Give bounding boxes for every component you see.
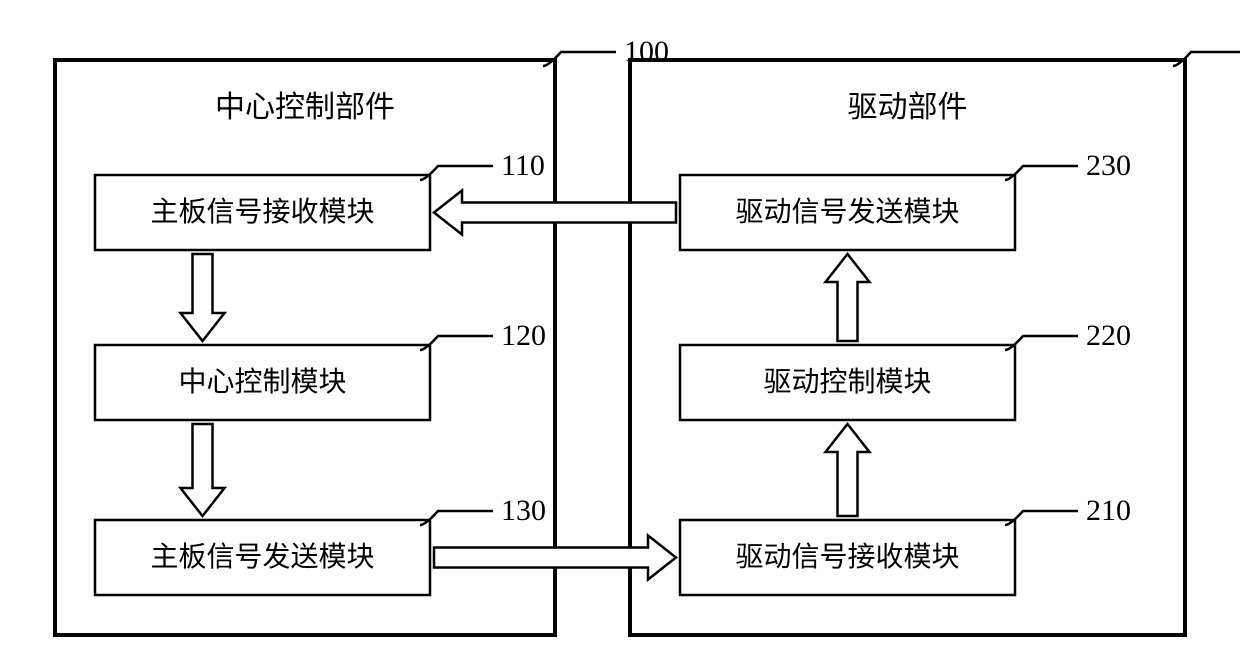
arrow-v-2	[826, 424, 870, 516]
module-m220-label: 220	[1086, 319, 1131, 352]
module-m110-text: 主板信号接收模块	[150, 196, 374, 228]
module-m120-text: 中心控制模块	[178, 366, 346, 398]
module-m230-text: 驱动信号发送模块	[735, 196, 959, 228]
module-m210-label: 210	[1086, 494, 1131, 527]
module-m230-label: 230	[1086, 149, 1131, 182]
arrow-v-0	[181, 254, 225, 341]
arrow-v-1	[181, 424, 225, 516]
module-m130-text: 主板信号发送模块	[150, 541, 374, 573]
module-m220-text: 驱动控制模块	[763, 366, 931, 398]
arrow-v-3	[826, 254, 870, 341]
module-m120-label: 120	[501, 319, 546, 352]
module-m110-label: 110	[501, 149, 545, 182]
frame-left-title: 中心控制部件	[215, 91, 395, 124]
frame-right-title: 驱动部件	[848, 91, 968, 124]
module-m130-label: 130	[501, 494, 546, 527]
module-m210-text: 驱动信号接收模块	[735, 541, 959, 573]
